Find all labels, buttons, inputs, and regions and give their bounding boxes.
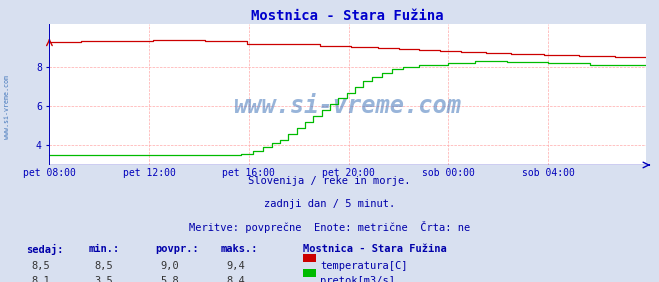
Text: www.si-vreme.com: www.si-vreme.com (234, 94, 461, 118)
Text: 3,5: 3,5 (94, 276, 113, 282)
Text: Slovenija / reke in morje.: Slovenija / reke in morje. (248, 176, 411, 186)
Title: Mostnica - Stara Fužina: Mostnica - Stara Fužina (251, 9, 444, 23)
Text: sedaj:: sedaj: (26, 244, 64, 255)
Text: zadnji dan / 5 minut.: zadnji dan / 5 minut. (264, 199, 395, 209)
Text: 8,4: 8,4 (226, 276, 244, 282)
Text: 9,4: 9,4 (226, 261, 244, 271)
Text: 8,1: 8,1 (32, 276, 50, 282)
Text: povpr.:: povpr.: (155, 244, 198, 254)
Text: 8,5: 8,5 (94, 261, 113, 271)
Text: pretok[m3/s]: pretok[m3/s] (320, 276, 395, 282)
Text: 5,8: 5,8 (160, 276, 179, 282)
Text: Mostnica - Stara Fužina: Mostnica - Stara Fužina (303, 244, 447, 254)
Text: www.si-vreme.com: www.si-vreme.com (4, 75, 11, 139)
Text: 8,5: 8,5 (32, 261, 50, 271)
Text: Meritve: povprečne  Enote: metrične  Črta: ne: Meritve: povprečne Enote: metrične Črta:… (189, 221, 470, 233)
Text: temperatura[C]: temperatura[C] (320, 261, 408, 271)
Text: maks.:: maks.: (221, 244, 258, 254)
Text: min.:: min.: (89, 244, 120, 254)
Text: 9,0: 9,0 (160, 261, 179, 271)
